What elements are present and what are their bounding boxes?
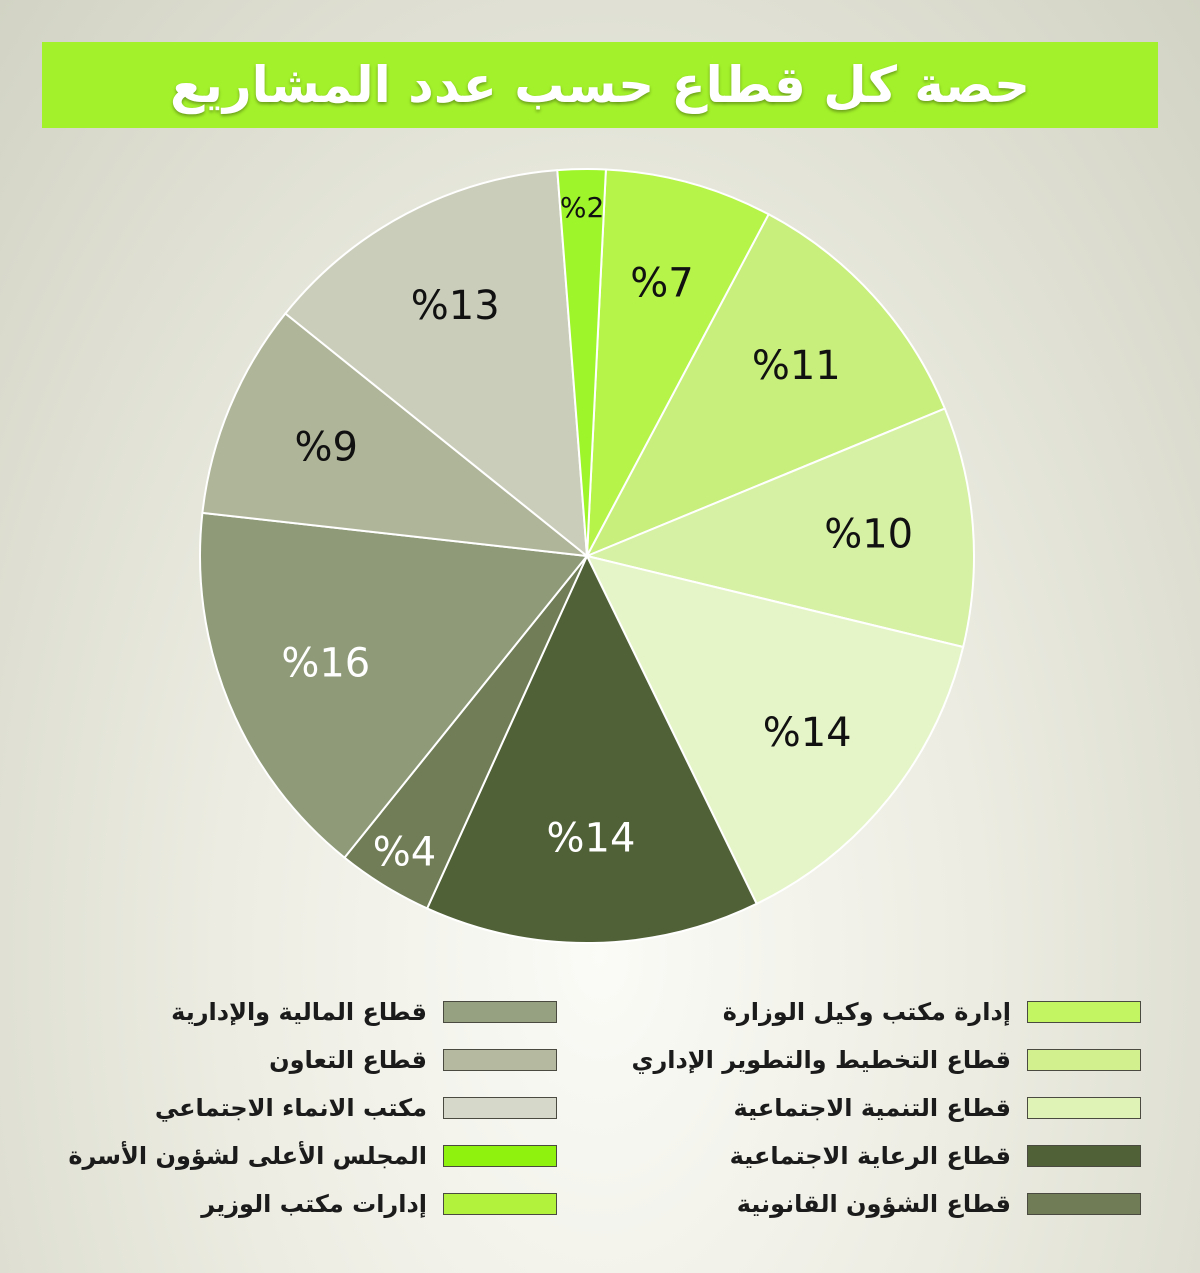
right-legend-item-4: قطاع الرعاية الاجتماعية — [730, 1138, 1141, 1174]
title-bar: حصة كل قطاع حسب عدد المشاريع — [42, 42, 1158, 128]
legend-swatch — [443, 1097, 557, 1119]
legend-swatch — [443, 1193, 557, 1215]
legend-label: قطاع التنمية الاجتماعية — [733, 1094, 1011, 1122]
slice-label-1: %7 — [630, 261, 693, 307]
legend-swatch — [443, 1001, 557, 1023]
left-legend-item-5: إدارات مكتب الوزير — [201, 1186, 557, 1222]
left-legend-item-4: المجلس الأعلى لشؤون الأسرة — [68, 1138, 557, 1174]
slice-label-3: %10 — [824, 511, 913, 557]
legend-label: قطاع الشؤون القانونية — [736, 1190, 1011, 1218]
legend-label: إدارة مكتب وكيل الوزارة — [722, 998, 1011, 1026]
left-legend-item-1: قطاع المالية والإدارية — [171, 994, 557, 1030]
pie-slice-9 — [283, 169, 589, 559]
legend-swatch — [443, 1049, 557, 1071]
right-legend-item-2: قطاع التخطيط والتطوير الإداري — [631, 1042, 1141, 1078]
pie-slice-8 — [201, 312, 591, 558]
legend-label: إدارات مكتب الوزير — [201, 1190, 427, 1218]
legend-label: مكتب الانماء الاجتماعي — [154, 1094, 427, 1122]
slice-label-10: %2 — [560, 191, 604, 224]
legend-swatch — [1027, 1193, 1141, 1215]
pie-slice-1 — [586, 168, 771, 557]
slice-label-8: %9 — [294, 424, 357, 470]
legend-label: المجلس الأعلى لشؤون الأسرة — [68, 1142, 427, 1170]
legend-swatch — [1027, 1145, 1141, 1167]
pie-slice-2 — [584, 212, 947, 558]
slice-label-9: %13 — [411, 283, 500, 329]
slice-label-4: %14 — [763, 710, 852, 756]
right-legend-item-5: قطاع الشؤون القانونية — [737, 1186, 1141, 1222]
legend-label: قطاع التعاون — [269, 1046, 427, 1074]
legend-label: قطاع التخطيط والتطوير الإداري — [631, 1046, 1011, 1074]
pie-slice-4 — [585, 554, 965, 906]
legend-swatch — [1027, 1001, 1141, 1023]
right-legend-item-3: قطاع التنمية الاجتماعية — [733, 1090, 1141, 1126]
legend-swatch — [443, 1145, 557, 1167]
slice-label-7: %16 — [281, 641, 370, 687]
pie-slice-3 — [583, 407, 975, 649]
slice-label-2: %11 — [752, 343, 841, 389]
chart-title: حصة كل قطاع حسب عدد المشاريع — [169, 56, 1031, 114]
pie-slice-10 — [556, 168, 607, 557]
right-legend-item-1: إدارة مكتب وكيل الوزارة — [723, 994, 1141, 1030]
legend-label: قطاع الرعاية الاجتماعية — [729, 1142, 1011, 1170]
slice-label-6: %4 — [373, 830, 436, 876]
pie-slice-5 — [425, 553, 758, 944]
left-legend-item-3: مكتب الانماء الاجتماعي — [155, 1090, 557, 1126]
left-legend-item-2: قطاع التعاون — [269, 1042, 557, 1078]
pie-slice-7 — [199, 511, 589, 860]
legend-label: قطاع المالية والإدارية — [171, 998, 427, 1026]
legend-swatch — [1027, 1097, 1141, 1119]
legend-swatch — [1027, 1049, 1141, 1071]
slice-label-5: %14 — [546, 815, 635, 861]
